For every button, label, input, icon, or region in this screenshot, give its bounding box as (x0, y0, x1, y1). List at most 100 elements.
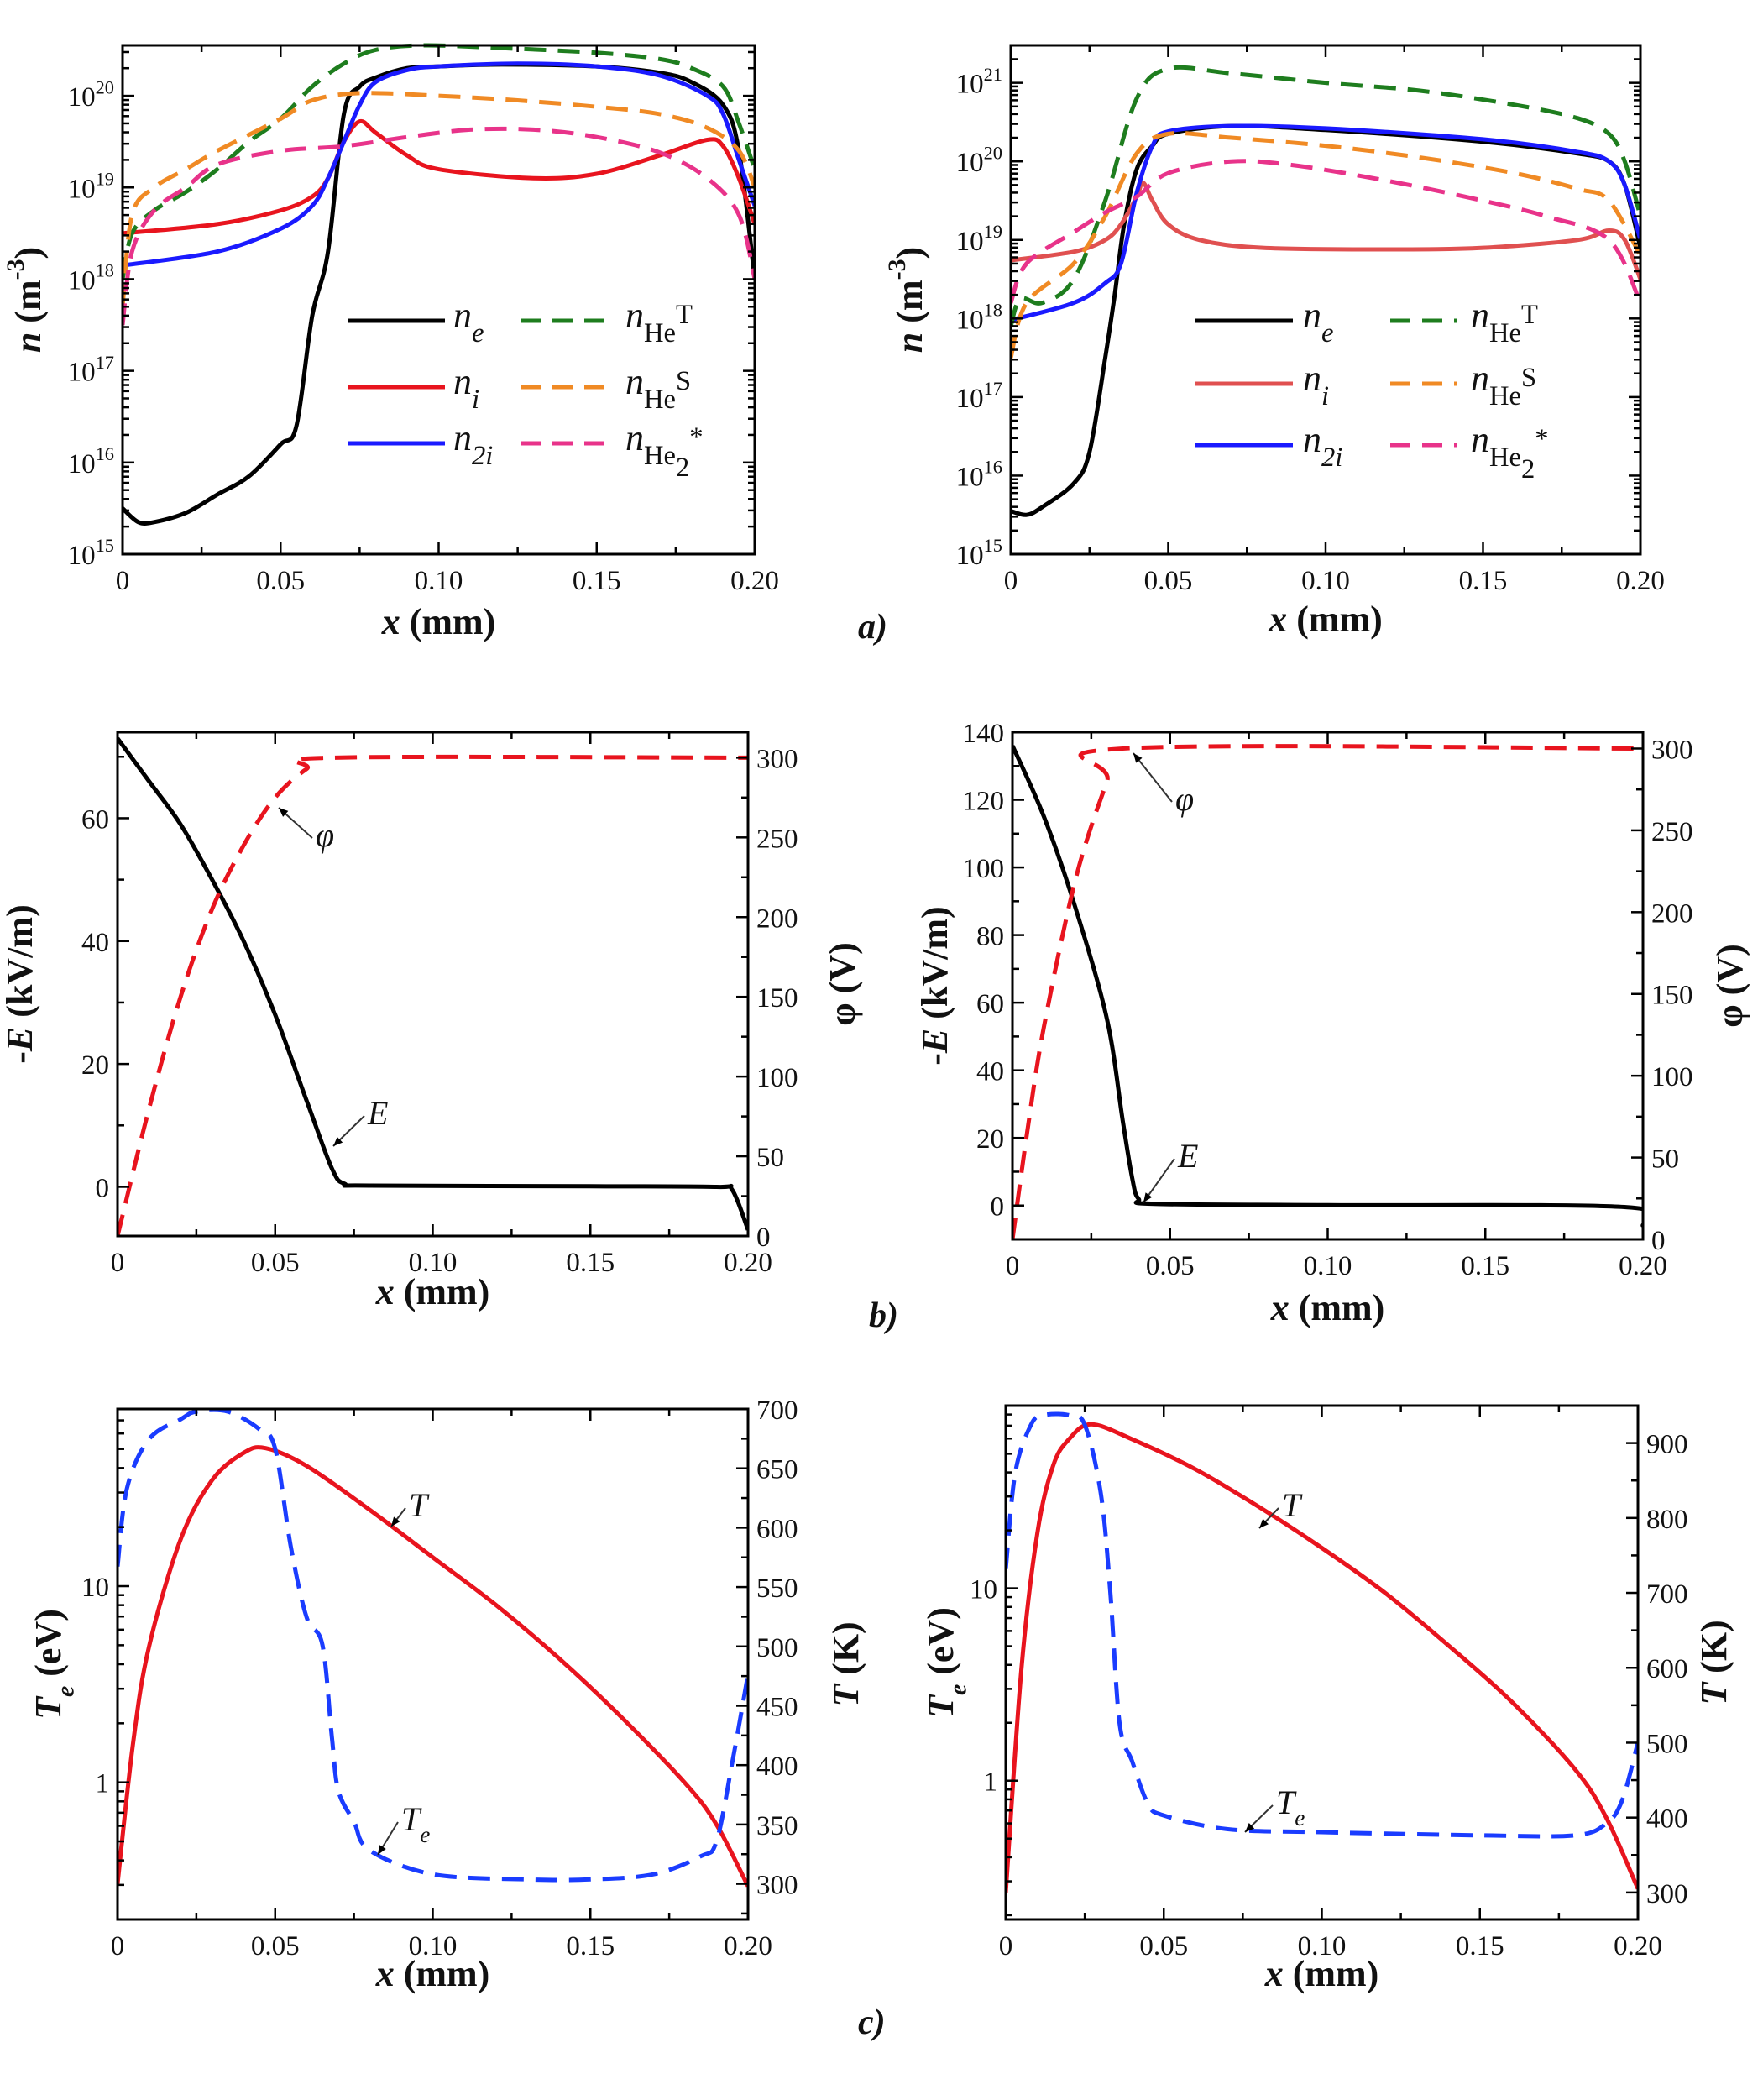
x-tick-label: 0.20 (1619, 1251, 1667, 1281)
series-line-s2 (1011, 181, 1640, 280)
annotation-label: E (367, 1094, 388, 1132)
arrowhead-icon (1259, 1518, 1269, 1528)
y2-tick-label: 350 (756, 1811, 798, 1841)
panel-label-b: b) (869, 1296, 898, 1335)
x-tick-label: 0.10 (1301, 566, 1350, 596)
panel-label-a: a) (858, 608, 887, 647)
y2-tick-label: 0 (756, 1223, 771, 1253)
legend-label: nHeS (625, 361, 691, 415)
x-tick-label: 0.05 (251, 1931, 300, 1961)
y-tick-label: 1020 (68, 76, 114, 113)
x-tick-label: 0.10 (409, 1931, 458, 1961)
y2-tick-label: 200 (756, 903, 798, 934)
y2-tick-label: 0 (1651, 1226, 1666, 1256)
y-tick-label: 10 (970, 1575, 997, 1605)
y-tick-label: 1 (96, 1769, 110, 1799)
annotation-label: T (409, 1486, 430, 1524)
x-tick-label: 0.20 (724, 1931, 772, 1961)
x-tick-label: 0.20 (1616, 566, 1665, 596)
legend: ne ni n2i nHeT nHeS nHe2* (1195, 295, 1549, 484)
x-tick-label: 0 (111, 1248, 125, 1278)
y-tick-label: 1019 (956, 221, 1002, 257)
y-tick-label: 80 (976, 922, 1004, 952)
y-axis-label: n (m-3) (2, 247, 49, 353)
y-tick-label: 1018 (68, 260, 114, 296)
x-tick-label: 0 (999, 1931, 1013, 1961)
legend-label: n2i (453, 417, 493, 471)
series-group (118, 1407, 748, 1888)
arrowhead-icon (279, 808, 289, 817)
y-axis-label: n (m-3) (883, 247, 930, 353)
y2-tick-label: 300 (756, 1871, 798, 1901)
x-tick-label: 0.05 (1139, 1931, 1188, 1961)
y2-axis-label: φ (V) (1709, 944, 1750, 1028)
y-tick-label: 40 (976, 1057, 1004, 1087)
x-tick-label: 0.15 (566, 1248, 615, 1278)
series-line-s6 (1011, 159, 1640, 304)
series-line-Te (118, 1407, 748, 1883)
annotation-label: T (1282, 1486, 1303, 1524)
annotation-label: E (1177, 1137, 1198, 1175)
chart-5: 0 0.05 0.10 0.15 0.20 1 10 300 350 400 450 500 550 60… (28, 1396, 866, 1994)
y2-tick-label: 600 (756, 1514, 798, 1544)
y-tick-label: 100 (963, 854, 1005, 884)
series-group (118, 736, 748, 1237)
y-tick-label: 1017 (68, 352, 114, 388)
panel-label-c: c) (858, 2003, 886, 2042)
y-axis-label: Te (eV) (920, 1607, 971, 1718)
y-tick-label: 0 (96, 1173, 110, 1203)
x-axis-label: x (mm) (1270, 1287, 1385, 1328)
series-line-s5 (123, 91, 755, 307)
y-tick-label: 1017 (956, 378, 1002, 414)
y-tick-label: 10 (81, 1573, 109, 1603)
x-tick-label: 0.05 (256, 566, 305, 596)
x-tick-label: 0.05 (1144, 566, 1193, 596)
y2-tick-label: 800 (1646, 1505, 1688, 1535)
y-tick-label: 1015 (68, 535, 114, 571)
y2-tick-label: 500 (1646, 1729, 1688, 1759)
series-line-s4 (1011, 65, 1640, 327)
chart-2: 0 0.05 0.10 0.15 0.20 1015 1016 1017 1018 1019 102… (883, 44, 1665, 640)
arrowhead-icon (391, 1516, 400, 1527)
series-group (1011, 65, 1640, 517)
y-tick-label: 20 (976, 1124, 1004, 1155)
legend-label: ni (453, 361, 479, 415)
series-line-s5 (1011, 130, 1640, 359)
legend-label: nHeT (1471, 295, 1538, 348)
series-line-Te (1006, 1411, 1638, 1839)
y-tick-label: 1020 (956, 142, 1002, 178)
x-tick-label: 0.20 (1614, 1931, 1662, 1961)
series-line-s6 (123, 126, 755, 326)
x-tick-label: 0.20 (730, 566, 779, 596)
y-tick-label: 1018 (956, 300, 1002, 336)
y2-tick-label: 500 (756, 1633, 798, 1663)
y-axis-label: -E (kV/m) (0, 904, 40, 1063)
y2-tick-label: 600 (1646, 1654, 1688, 1684)
x-axis-label: x (mm) (1268, 599, 1383, 640)
y2-tick-label: 100 (756, 1063, 798, 1093)
chart-1: 0 0.05 0.10 0.15 0.20 1015 1016 1017 1018 1019 102… (2, 43, 779, 642)
annotation-label: φ (1175, 780, 1194, 818)
y2-axis-label: T (K) (1693, 1620, 1734, 1705)
chart-6: 0 0.05 0.10 0.15 0.20 1 10 300 400 500 600 700 800 90… (920, 1404, 1734, 1994)
y-tick-label: 0 (991, 1192, 1005, 1223)
annotation-label: Te (1276, 1783, 1305, 1830)
x-tick-label: 0.15 (1459, 566, 1508, 596)
x-axis-label: x (mm) (1264, 1953, 1379, 1994)
y2-tick-label: 150 (1651, 981, 1693, 1011)
x-tick-label: 0 (1004, 566, 1018, 596)
legend-label: nHeS (1471, 358, 1536, 411)
legend-label: nHe2* (1471, 419, 1549, 484)
y2-tick-label: 550 (756, 1574, 798, 1604)
legend-label: n2i (1303, 419, 1342, 473)
arrowhead-icon (1245, 1822, 1255, 1832)
x-tick-label: 0.05 (1146, 1251, 1195, 1281)
y-tick-label: 20 (81, 1050, 109, 1081)
legend-label: nHeT (625, 295, 693, 348)
x-tick-label: 0.10 (1304, 1251, 1352, 1281)
series-group (1012, 744, 1643, 1240)
series-line-s3 (123, 61, 755, 268)
y2-tick-label: 150 (756, 983, 798, 1013)
